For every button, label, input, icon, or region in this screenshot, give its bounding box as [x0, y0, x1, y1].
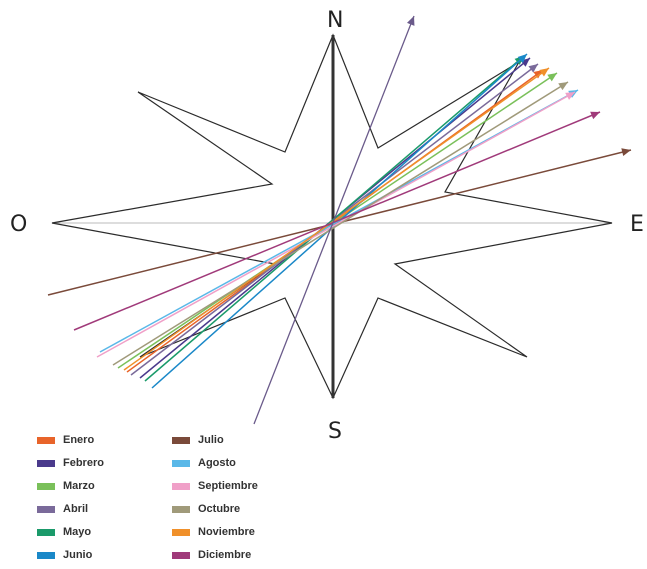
legend-swatch	[172, 482, 190, 490]
legend-swatch	[37, 528, 55, 536]
legend-swatch	[172, 505, 190, 513]
legend-item-julio: Julio	[172, 433, 224, 447]
legend-label: Septiembre	[198, 480, 258, 492]
legend-swatch	[172, 459, 190, 467]
west-label: O	[10, 212, 28, 237]
nne-direction-line	[253, 15, 415, 425]
legend-item-febrero: Febrero	[37, 456, 104, 470]
legend-swatch	[172, 436, 190, 444]
south-label: S	[328, 419, 342, 444]
legend-item-mayo: Mayo	[37, 525, 91, 539]
month-line-abril-arrowhead	[528, 64, 538, 73]
legend-item-noviembre: Noviembre	[172, 525, 255, 539]
legend-label: Octubre	[198, 503, 241, 515]
month-line-septiembre	[96, 91, 576, 358]
legend-label: Agosto	[198, 457, 236, 469]
month-line-enero	[126, 69, 544, 373]
nne-direction-line-arrowhead	[406, 16, 415, 26]
month-line-octubre-arrowhead	[558, 82, 568, 91]
legend-swatch	[37, 459, 55, 467]
month-line-noviembre-arrowhead	[539, 68, 549, 77]
month-line-enero-arrowhead	[533, 70, 543, 79]
legend-label: Febrero	[63, 457, 104, 469]
legend-swatch	[37, 482, 55, 490]
legend-label: Diciembre	[198, 549, 252, 561]
legend-item-septiembre: Septiembre	[172, 479, 258, 493]
compass-star	[51, 33, 613, 400]
legend-label: Julio	[198, 434, 224, 446]
month-legend: Enero Febrero Marzo Abril Mayo Junio Julio Agos…	[37, 433, 297, 569]
month-line-octubre	[112, 81, 569, 366]
month-direction-lines	[47, 15, 632, 425]
month-line-septiembre-arrowhead	[565, 92, 575, 100]
legend-swatch	[37, 436, 55, 444]
month-line-diciembre-arrowhead	[590, 111, 600, 120]
legend-item-abril: Abril	[37, 502, 88, 516]
legend-item-agosto: Agosto	[172, 456, 236, 470]
month-line-julio-arrowhead	[621, 148, 631, 157]
legend-label: Mayo	[63, 526, 92, 538]
month-line-marzo-arrowhead	[547, 73, 557, 82]
east-label: E	[630, 212, 644, 237]
legend-label: Enero	[63, 434, 95, 446]
month-line-diciembre	[73, 111, 601, 331]
legend-item-enero: Enero	[37, 433, 94, 447]
north-label: N	[327, 8, 344, 33]
legend-swatch	[37, 505, 55, 513]
legend-item-junio: Junio	[37, 548, 92, 562]
legend-swatch	[172, 551, 190, 559]
legend-label: Noviembre	[198, 526, 255, 538]
legend-swatch	[37, 551, 55, 559]
month-line-junio-arrowhead	[517, 54, 527, 63]
legend-item-marzo: Marzo	[37, 479, 95, 493]
legend-label: Abril	[63, 503, 89, 515]
legend-item-octubre: Octubre	[172, 502, 240, 516]
legend-item-diciembre: Diciembre	[172, 548, 251, 562]
legend-label: Junio	[63, 549, 93, 561]
month-line-noviembre	[123, 67, 550, 371]
legend-label: Marzo	[63, 480, 95, 492]
legend-swatch	[172, 528, 190, 536]
